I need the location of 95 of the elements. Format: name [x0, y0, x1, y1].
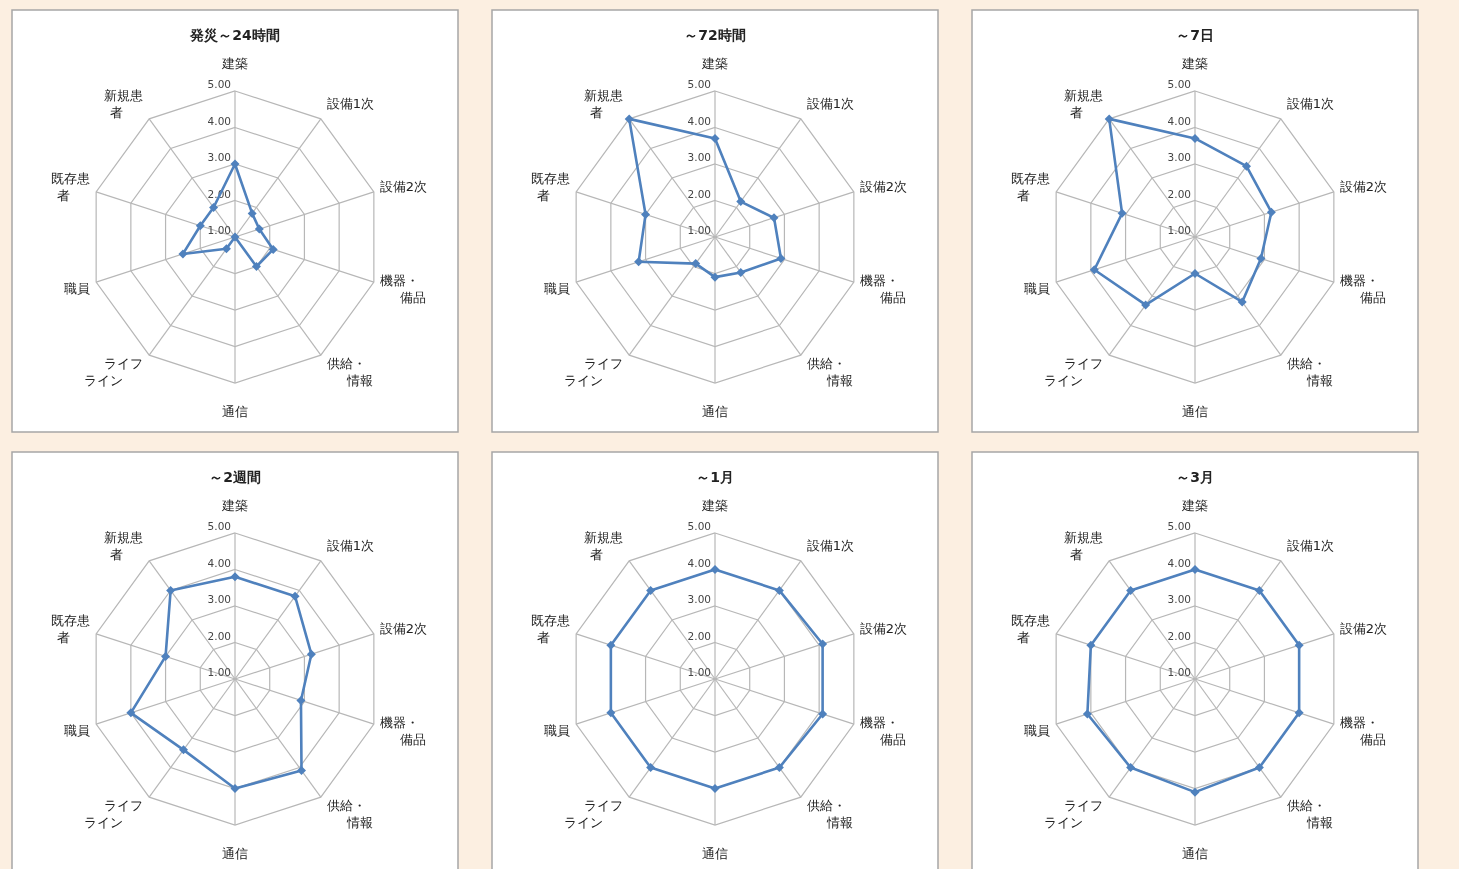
- y-tick-label: 1.00: [687, 224, 711, 236]
- y-tick-label: 1.00: [687, 666, 711, 678]
- spoke-label: 建築: [1181, 498, 1208, 513]
- y-tick-label: 2.00: [687, 629, 711, 642]
- spoke-label: 通信: [222, 846, 248, 861]
- y-tick-label: 4.00: [1167, 556, 1191, 569]
- y-tick-label: 2.00: [207, 629, 231, 642]
- spoke-label: 供給・情報: [806, 798, 853, 831]
- spoke-label: ライフライン: [564, 798, 624, 831]
- y-tick-label: 1.00: [207, 666, 231, 678]
- spoke-label: 職員: [1024, 723, 1051, 739]
- spoke-label: 機器・備品: [379, 273, 426, 306]
- spoke-label: 設備2次: [379, 620, 428, 636]
- spoke-label: 新規患者: [104, 529, 144, 562]
- y-tick-label: 2.00: [687, 187, 711, 200]
- spoke-label: 職員: [1024, 281, 1051, 297]
- y-tick-label: 5.00: [207, 520, 231, 532]
- spoke-label: 設備2次: [859, 620, 908, 636]
- spoke-label: 建築: [1181, 56, 1208, 71]
- spoke-label: 既存患者: [531, 170, 571, 203]
- spoke-label: 供給・情報: [806, 356, 853, 389]
- spoke-label: ライフライン: [564, 356, 624, 389]
- spoke-label: 新規患者: [104, 87, 144, 120]
- spoke-label: ライフライン: [84, 356, 144, 389]
- spoke-label: 建築: [221, 498, 248, 513]
- spoke-label: 新規患者: [584, 87, 624, 120]
- spoke-label: ライフライン: [1044, 798, 1104, 831]
- spoke-label: 設備1次: [806, 95, 855, 111]
- spoke-label: 既存患者: [51, 170, 91, 203]
- y-tick-label: 2.00: [1167, 629, 1191, 642]
- y-tick-label: 5.00: [1167, 520, 1191, 532]
- spoke-label: 設備1次: [1286, 537, 1335, 553]
- spoke-label: 設備1次: [326, 537, 375, 553]
- y-tick-label: 5.00: [687, 78, 711, 90]
- y-tick-label: 4.00: [687, 114, 711, 127]
- spoke-label: 通信: [702, 846, 728, 861]
- chart-title: ～3月: [1176, 469, 1214, 485]
- y-tick-label: 2.00: [1167, 187, 1191, 200]
- spoke-label: 設備1次: [806, 537, 855, 553]
- spoke-label: 既存患者: [51, 612, 91, 645]
- spoke-label: ライフライン: [1044, 356, 1104, 389]
- chart-title: ～2週間: [209, 469, 261, 485]
- y-tick-label: 4.00: [207, 556, 231, 569]
- y-tick-label: 4.00: [207, 114, 231, 127]
- spoke-label: 供給・情報: [1286, 356, 1333, 389]
- spoke-label: 設備2次: [379, 178, 428, 194]
- y-tick-label: 4.00: [687, 556, 711, 569]
- spoke-label: 供給・情報: [1286, 798, 1333, 831]
- spoke-label: 既存患者: [531, 612, 571, 645]
- spoke-label: 設備1次: [326, 95, 375, 111]
- spoke-label: 設備2次: [1339, 178, 1388, 194]
- spoke-label: 通信: [702, 404, 728, 419]
- spoke-label: 通信: [1182, 404, 1208, 419]
- spoke-label: 職員: [64, 281, 91, 297]
- spoke-label: 通信: [222, 404, 248, 419]
- spoke-label: 既存患者: [1011, 170, 1051, 203]
- spoke-label: 建築: [701, 498, 728, 513]
- spoke-label: 新規患者: [1064, 529, 1104, 562]
- spoke-label: 新規患者: [1064, 87, 1104, 120]
- y-tick-label: 1.00: [1167, 224, 1191, 236]
- spoke-label: 設備1次: [1286, 95, 1335, 111]
- spoke-label: 機器・備品: [859, 715, 906, 748]
- y-tick-label: 1.00: [1167, 666, 1191, 678]
- spoke-label: 機器・備品: [379, 715, 426, 748]
- spoke-label: 既存患者: [1011, 612, 1051, 645]
- y-tick-label: 3.00: [207, 593, 231, 605]
- spoke-label: 供給・情報: [326, 798, 373, 831]
- y-tick-label: 3.00: [687, 151, 711, 163]
- y-tick-label: 5.00: [1167, 78, 1191, 90]
- chart-title: ～72時間: [684, 27, 746, 43]
- y-tick-label: 3.00: [1167, 151, 1191, 163]
- spoke-label: 機器・備品: [859, 273, 906, 306]
- chart-title: ～1月: [696, 469, 734, 485]
- spoke-label: 職員: [544, 281, 571, 297]
- spoke-label: 建築: [701, 56, 728, 71]
- y-tick-label: 5.00: [207, 78, 231, 90]
- y-tick-label: 3.00: [1167, 593, 1191, 605]
- y-tick-label: 5.00: [687, 520, 711, 532]
- spoke-label: 機器・備品: [1339, 273, 1386, 306]
- chart-title: ～7日: [1176, 27, 1214, 43]
- spoke-label: ライフライン: [84, 798, 144, 831]
- spoke-label: 通信: [1182, 846, 1208, 861]
- spoke-label: 職員: [64, 723, 91, 739]
- spoke-label: 設備2次: [1339, 620, 1388, 636]
- y-tick-label: 1.00: [207, 224, 231, 236]
- spoke-label: 建築: [221, 56, 248, 71]
- y-tick-label: 3.00: [687, 593, 711, 605]
- spoke-label: 職員: [544, 723, 571, 739]
- spoke-label: 設備2次: [859, 178, 908, 194]
- spoke-label: 機器・備品: [1339, 715, 1386, 748]
- y-tick-label: 3.00: [207, 151, 231, 163]
- spoke-label: 新規患者: [584, 529, 624, 562]
- chart-title: 発災～24時間: [189, 27, 280, 43]
- spoke-label: 供給・情報: [326, 356, 373, 389]
- y-tick-label: 4.00: [1167, 114, 1191, 127]
